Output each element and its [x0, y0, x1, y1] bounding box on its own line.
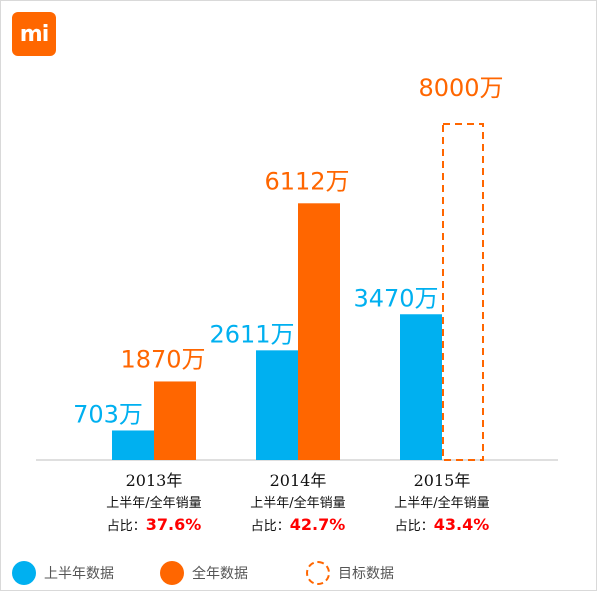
legend-item: 上半年数据: [12, 561, 114, 585]
ratio-label: 占比：37.6%: [107, 515, 202, 534]
bar-chart: 703万1870万2013年上半年/全年销量占比：37.6%2611万6112万…: [36, 74, 558, 534]
ratio-value: 43.4%: [434, 515, 490, 534]
value-label-2013年-全年数据: 1870万: [120, 345, 205, 373]
legend-item: 全年数据: [160, 561, 248, 585]
value-label-2015年-上半年数据: 3470万: [353, 284, 438, 312]
legend-swatch: [306, 561, 330, 585]
mi-logo: mi: [12, 12, 56, 56]
value-label-2013年-上半年数据: 703万: [73, 400, 143, 428]
value-label-2014年-全年数据: 6112万: [264, 167, 349, 195]
sales-ratio-caption: 上半年/全年销量: [394, 495, 489, 511]
x-tick-label: 2014年: [270, 471, 327, 490]
value-label-2014年-上半年数据: 2611万: [209, 320, 294, 348]
ratio-value: 42.7%: [290, 515, 346, 534]
legend-swatch: [160, 561, 184, 585]
ratio-value: 37.6%: [146, 515, 202, 534]
legend-label: 全年数据: [192, 566, 248, 582]
bar-2014年-全年数据: [298, 203, 340, 460]
legend-label: 目标数据: [338, 566, 394, 582]
ratio-prefix: 占比：: [395, 519, 434, 534]
x-tick-label: 2015年: [414, 471, 471, 490]
legend-label: 上半年数据: [44, 566, 114, 582]
bar-2014年-上半年数据: [256, 350, 298, 460]
chart-legend: 上半年数据 全年数据 目标数据: [0, 555, 599, 589]
x-tick-label: 2013年: [126, 471, 183, 490]
sales-ratio-caption: 上半年/全年销量: [250, 495, 345, 511]
logo-text: mi: [19, 21, 49, 47]
bar-2013年-全年数据: [154, 381, 196, 460]
bar-2015年-上半年数据: [400, 314, 442, 460]
ratio-prefix: 占比：: [107, 519, 146, 534]
ratio-prefix: 占比：: [251, 519, 290, 534]
ratio-label: 占比：43.4%: [395, 515, 490, 534]
legend-item: 目标数据: [306, 561, 394, 585]
ratio-label: 占比：42.7%: [251, 515, 346, 534]
value-label-2015年-目标数据: 8000万: [418, 74, 503, 102]
bar-2015年-目标数据: [442, 123, 484, 461]
bar-2013年-上半年数据: [112, 430, 154, 460]
legend-swatch: [12, 561, 36, 585]
sales-ratio-caption: 上半年/全年销量: [106, 495, 201, 511]
